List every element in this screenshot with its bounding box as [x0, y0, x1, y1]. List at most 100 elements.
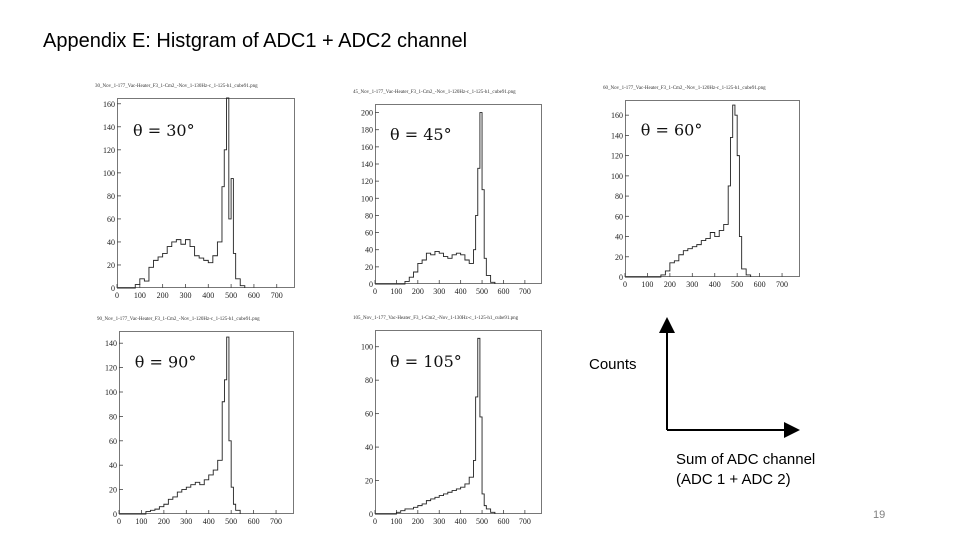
x-tick-label: 500	[476, 287, 488, 296]
y-tick-label: 20	[365, 263, 373, 272]
x-tick-label: 500	[225, 291, 237, 300]
x-tick-label: 100	[641, 280, 653, 289]
y-tick-label: 160	[611, 111, 623, 120]
y-tick-label: 160	[361, 143, 373, 152]
plot-file-header: 105_Nov_1-177_Vac-Heater_F3_1-Cm2_-Nov_1…	[353, 316, 519, 321]
y-tick-label: 40	[365, 443, 373, 452]
x-tick-label: 0	[117, 517, 121, 526]
y-tick-label: 100	[611, 172, 623, 181]
x-tick-label: 100	[390, 287, 402, 296]
x-tick-label: 400	[709, 280, 721, 289]
slide-title: Appendix E: Histgram of ADC1 + ADC2 chan…	[43, 30, 468, 52]
y-tick-label: 80	[109, 412, 117, 421]
y-tick-label: 40	[107, 238, 115, 247]
y-tick-label: 0	[113, 510, 117, 519]
plot-file-header: 45_Nov_1-177_Vac-Heater_F3_1-Cm2_-Nov_1-…	[353, 90, 516, 95]
y-tick-label: 40	[615, 233, 623, 242]
y-tick-label: 40	[365, 246, 373, 255]
x-tick-label: 200	[412, 517, 424, 526]
plot-file-header: 60_Nov_1-177_Vac-Heater_F3_1-Cm2_-Nov_1-…	[603, 86, 766, 91]
y-tick-label: 0	[111, 284, 115, 293]
x-tick-label: 200	[158, 517, 170, 526]
theta-label: θ = 60°	[641, 120, 703, 139]
x-tick-label: 500	[731, 280, 743, 289]
x-tick-label: 300	[180, 517, 192, 526]
y-tick-label: 20	[109, 486, 117, 495]
y-tick-label: 180	[361, 126, 373, 135]
y-tick-label: 100	[361, 194, 373, 203]
theta-label: θ = 105°	[390, 352, 462, 371]
y-tick-label: 60	[365, 229, 373, 238]
y-tick-label: 120	[361, 177, 373, 186]
sum-adc-axis-label: Sum of ADC channel (ADC 1 + ADC 2)	[676, 450, 815, 490]
y-tick-label: 0	[619, 273, 623, 282]
x-tick-label: 100	[390, 517, 402, 526]
y-tick-label: 20	[365, 477, 373, 486]
histogram-svg: 0 20 40 60 80 100 120 140 160 180 200 0 100 200 300 400…	[361, 109, 531, 296]
y-tick-label: 120	[105, 364, 117, 373]
x-tick-label: 300	[433, 517, 445, 526]
y-tick-label: 0	[369, 280, 373, 289]
x-tick-label: 600	[754, 280, 766, 289]
x-tick-label: 300	[686, 280, 698, 289]
y-tick-label: 100	[105, 388, 117, 397]
theta-label: θ = 45°	[390, 125, 452, 144]
y-tick-label: 20	[107, 261, 115, 270]
plot-frame	[119, 331, 294, 514]
x-tick-label: 500	[225, 517, 237, 526]
histogram-svg: 0 20 40 60 80 100 0 100 200 300 400 500 600 700 θ = 10…	[361, 337, 531, 526]
x-tick-label: 200	[664, 280, 676, 289]
x-tick-label: 700	[271, 291, 283, 300]
x-tick-label: 300	[433, 287, 445, 296]
x-tick-label: 0	[115, 291, 119, 300]
histogram-series	[117, 97, 246, 289]
counts-axis-label: Counts	[589, 356, 637, 373]
y-tick-label: 120	[611, 152, 623, 161]
x-tick-label: 600	[248, 291, 260, 300]
histogram-series	[119, 336, 241, 515]
histogram-panel-105: 105_Nov_1-177_Vac-Heater_F3_1-Cm2_-Nov_1…	[353, 316, 550, 528]
y-tick-label: 0	[369, 510, 373, 519]
x-tick-label: 600	[497, 517, 509, 526]
x-tick-label: 700	[270, 517, 282, 526]
y-tick-label: 120	[103, 146, 115, 155]
plot-frame	[375, 104, 542, 284]
x-tick-label: 500	[476, 517, 488, 526]
histogram-panel-45: 45_Nov_1-177_Vac-Heater_F3_1-Cm2_-Nov_1-…	[353, 90, 550, 298]
plot-file-header: 30_Nov_1-177_Vac-Heater_F3_1-Cm2_-Nov_1-…	[95, 84, 258, 89]
x-tick-label: 700	[776, 280, 788, 289]
y-tick-label: 100	[103, 169, 115, 178]
histogram-panel-90: 90_Nov_1-177_Vac-Heater_F3_1-Cm2_-Nov_1-…	[97, 317, 302, 528]
x-tick-label: 400	[203, 517, 215, 526]
y-tick-label: 140	[105, 339, 117, 348]
y-tick-label: 40	[109, 461, 117, 470]
y-tick-label: 80	[107, 192, 115, 201]
y-tick-label: 20	[615, 253, 623, 262]
y-tick-label: 80	[365, 376, 373, 385]
theta-label: θ = 90°	[135, 353, 197, 372]
y-tick-label: 80	[615, 192, 623, 201]
y-tick-label: 60	[107, 215, 115, 224]
y-tick-label: 80	[365, 211, 373, 220]
x-tick-label: 700	[519, 517, 531, 526]
x-tick-label: 600	[497, 287, 509, 296]
x-tick-label: 0	[623, 280, 627, 289]
histogram-series	[375, 112, 496, 285]
x-tick-label: 200	[412, 287, 424, 296]
histogram-panel-60: 60_Nov_1-177_Vac-Heater_F3_1-Cm2_-Nov_1-…	[603, 86, 808, 291]
plot-frame	[117, 98, 295, 288]
theta-label: θ = 30°	[133, 121, 195, 140]
y-tick-label: 160	[103, 100, 115, 109]
histogram-svg: 0 20 40 60 80 100 120 140 160 0 100 200 300 400 500 600…	[611, 104, 788, 289]
histogram-series	[375, 337, 496, 515]
plot-file-header: 90_Nov_1-177_Vac-Heater_F3_1-Cm2_-Nov_1-…	[97, 317, 260, 322]
y-tick-label: 140	[611, 131, 623, 140]
y-tick-label: 60	[109, 437, 117, 446]
x-tick-label: 400	[455, 287, 467, 296]
sum-adc-label-line2: (ADC 1 + ADC 2)	[676, 471, 791, 488]
page-number: 19	[873, 509, 886, 521]
x-tick-label: 400	[455, 517, 467, 526]
y-tick-label: 140	[361, 160, 373, 169]
histogram-panel-30: 30_Nov_1-177_Vac-Heater_F3_1-Cm2_-Nov_1-…	[95, 84, 303, 302]
